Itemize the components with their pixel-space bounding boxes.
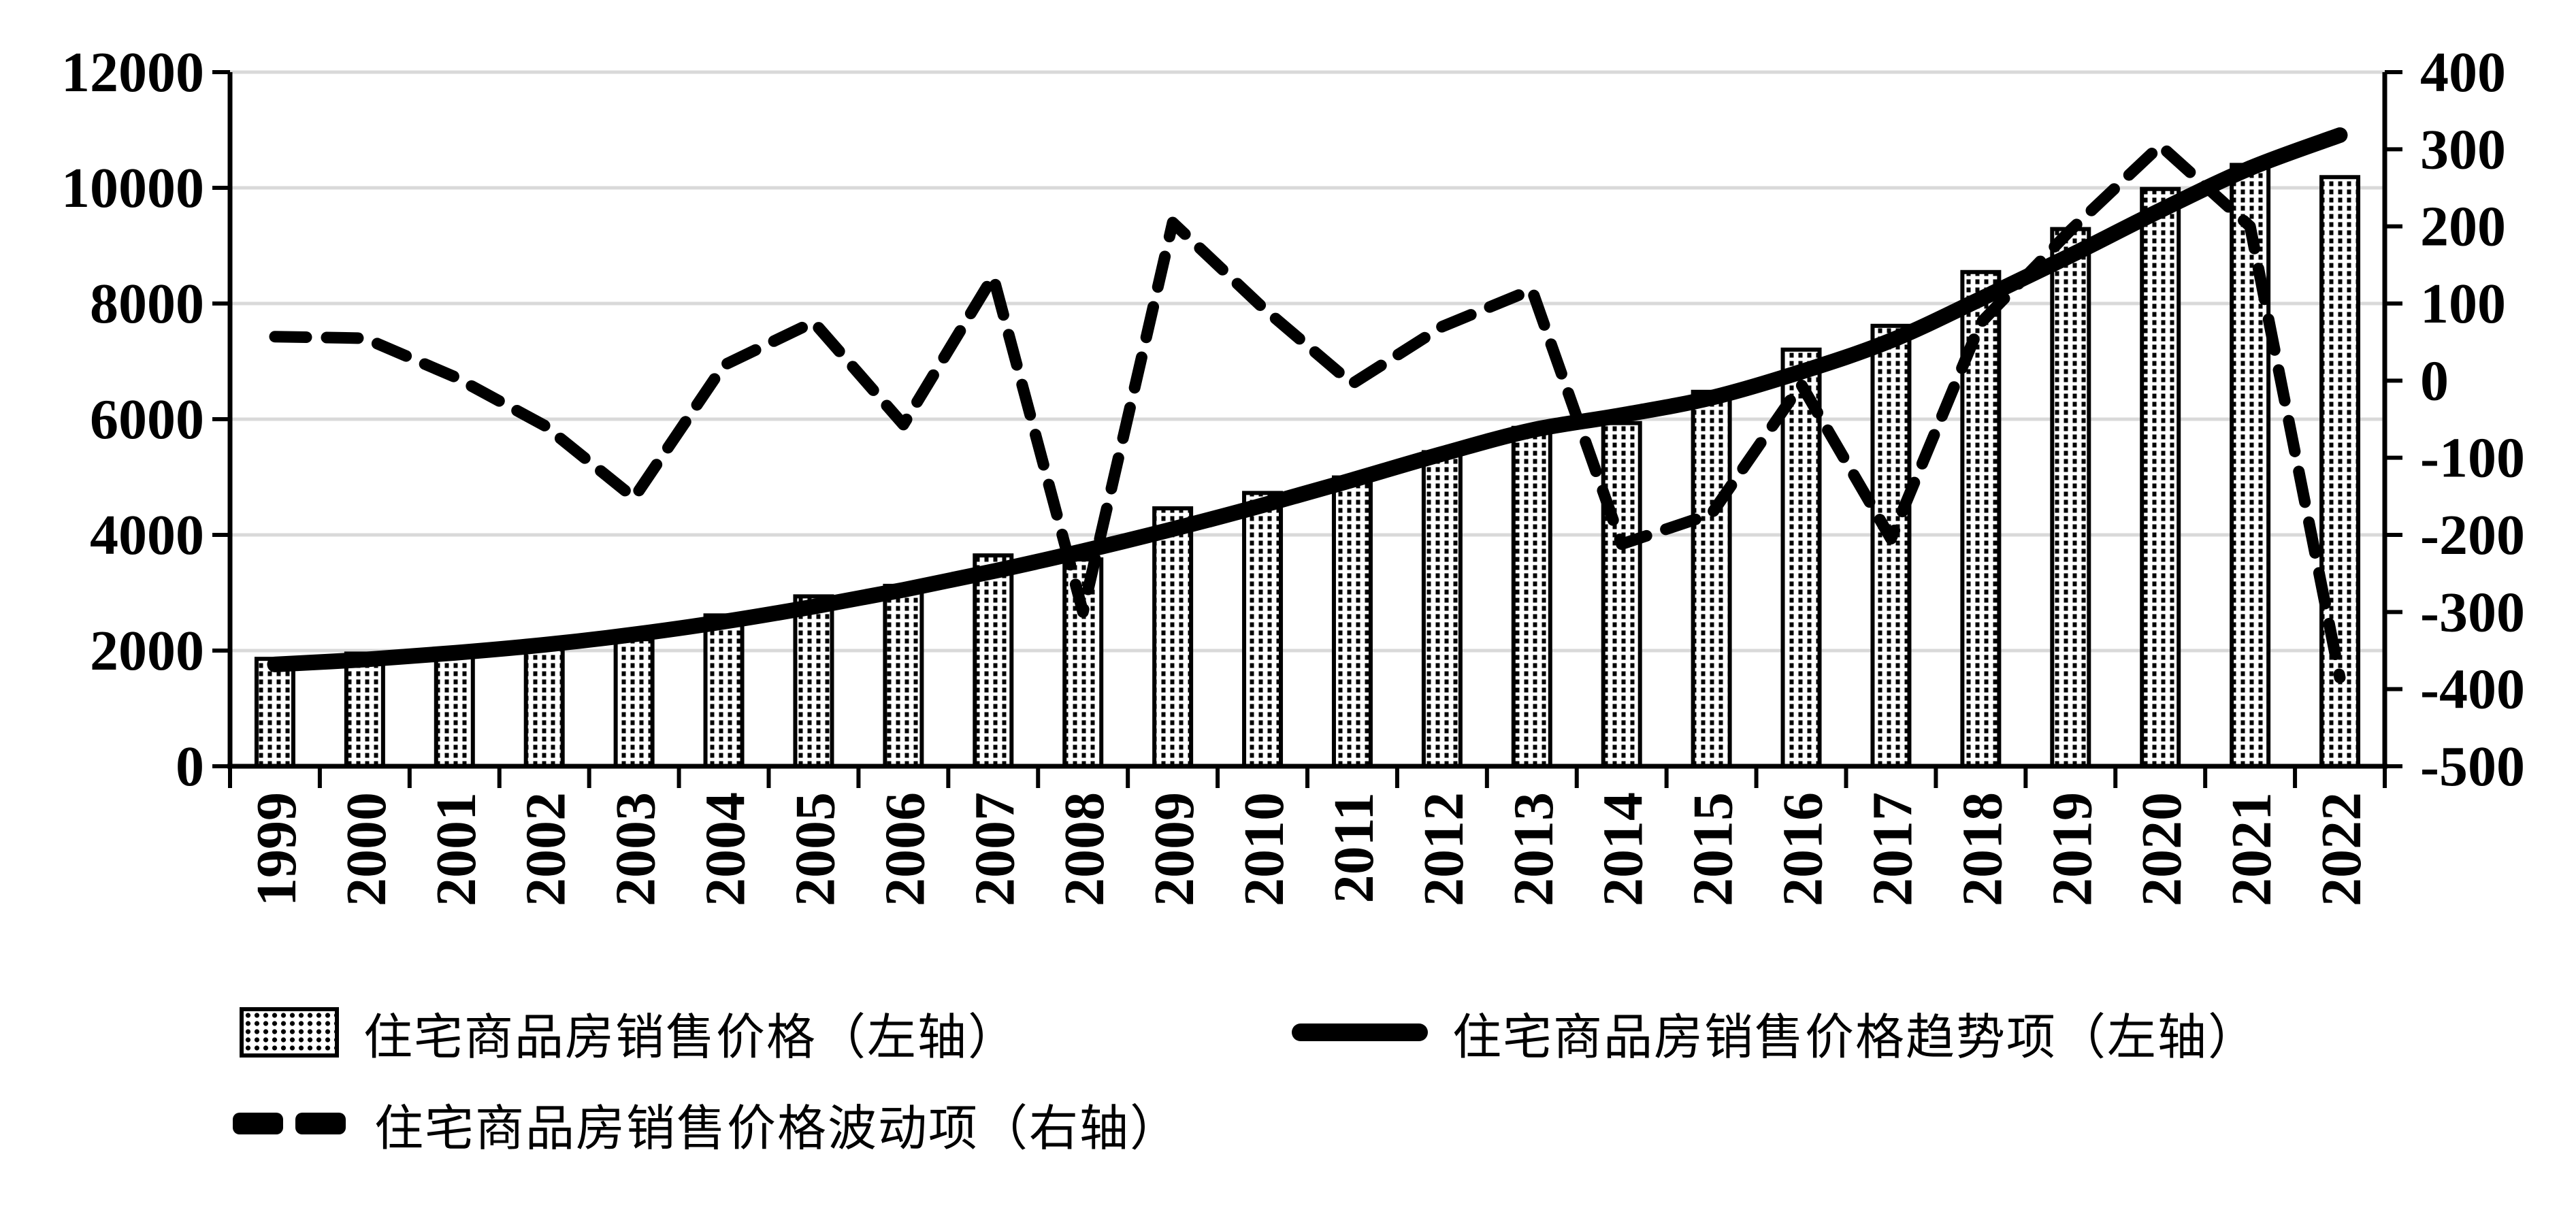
year-label-2019: 2019 xyxy=(2040,792,2104,906)
year-label-2021: 2021 xyxy=(2220,792,2283,906)
year-label-2010: 2010 xyxy=(1233,792,1296,906)
right-axis-labels: -500 -400 -300 -200 -100 0 100 200 300 400 xyxy=(2420,41,2525,798)
bar-2005 xyxy=(793,594,834,768)
bar-2017 xyxy=(1870,323,1912,768)
year-label-2000: 2000 xyxy=(335,792,398,906)
dotted-bar-swatch xyxy=(240,1007,339,1058)
right-axis-tick-label: -200 xyxy=(2420,504,2525,567)
year-label-2001: 2001 xyxy=(425,792,488,906)
legend-label-trend: 住宅商品房销售价格趋势项（左轴） xyxy=(1452,1010,2259,1065)
right-axis-tick-label: -400 xyxy=(2420,658,2525,721)
bar-2004 xyxy=(703,613,745,768)
gridlines xyxy=(230,70,2385,653)
year-label-2022: 2022 xyxy=(2310,792,2373,906)
bar-2014 xyxy=(1601,421,1642,768)
fluctuation-line xyxy=(269,140,2346,684)
dash-segment xyxy=(233,1113,283,1134)
bar-2011 xyxy=(1331,475,1373,768)
left-axis-tick-label: 2000 xyxy=(90,619,204,683)
year-label-2017: 2017 xyxy=(1861,792,1924,906)
bar-2013 xyxy=(1511,425,1552,768)
right-axis-tick-label: -300 xyxy=(2420,580,2525,644)
bar-2021 xyxy=(2230,163,2271,768)
year-label-1999: 1999 xyxy=(245,792,308,906)
year-label-2003: 2003 xyxy=(604,792,668,906)
bar-2006 xyxy=(883,583,924,768)
trend-line xyxy=(267,127,2348,672)
left-axis-tick-label: 8000 xyxy=(90,272,204,335)
solid-line-swatch xyxy=(1292,1023,1428,1041)
bar-2010 xyxy=(1242,491,1284,768)
bar-2002 xyxy=(523,643,565,768)
bar-2009 xyxy=(1152,506,1194,768)
year-label-2016: 2016 xyxy=(1772,792,1835,906)
bar-2019 xyxy=(2050,227,2091,769)
year-label-2012: 2012 xyxy=(1412,792,1476,906)
bar-2003 xyxy=(613,637,655,768)
left-axis-tick-label: 4000 xyxy=(90,504,204,567)
bar-2015 xyxy=(1691,389,1732,768)
bar-2012 xyxy=(1421,450,1463,768)
legend-label-sales-price: 住宅商品房销售价格（左轴） xyxy=(363,1010,1019,1065)
bar-2000 xyxy=(344,651,385,768)
year-label-2013: 2013 xyxy=(1502,792,1565,906)
right-axis-tick-label: 200 xyxy=(2420,195,2506,259)
bar-2022 xyxy=(2319,175,2361,768)
bar-2007 xyxy=(973,553,1014,768)
legend-item-fluctuation: 住宅商品房销售价格波动项（右轴） xyxy=(233,1093,1180,1156)
bars-series xyxy=(254,163,2361,769)
right-axis-tick-label: 0 xyxy=(2420,349,2449,412)
left-axis-labels: 0 2000 4000 6000 8000 10000 12000 xyxy=(61,41,204,798)
year-label-2007: 2007 xyxy=(963,792,1026,906)
year-label-2004: 2004 xyxy=(694,792,757,906)
left-axis-tick-label: 12000 xyxy=(61,41,204,104)
year-label-2018: 2018 xyxy=(1951,792,2014,906)
year-label-2002: 2002 xyxy=(515,792,578,906)
year-label-2009: 2009 xyxy=(1143,792,1206,906)
year-label-2011: 2011 xyxy=(1322,792,1386,903)
bar-1999 xyxy=(254,657,295,769)
legend-item-sales-price: 住宅商品房销售价格（左轴） xyxy=(240,1002,1018,1065)
dash-segment xyxy=(295,1113,346,1134)
bar-2020 xyxy=(2140,186,2181,768)
year-labels: 1999 2000 2001 2002 2003 2004 2005 2006 2007 2008… xyxy=(245,792,2373,906)
bar-2018 xyxy=(1960,269,2002,768)
left-axis-tick-label: 6000 xyxy=(90,388,204,451)
right-axis-tick-label: 100 xyxy=(2420,272,2506,335)
year-label-2014: 2014 xyxy=(1592,792,1655,906)
left-axis-tick-label: 10000 xyxy=(61,157,204,220)
year-label-2006: 2006 xyxy=(873,792,936,906)
bar-2001 xyxy=(434,647,475,768)
legend-item-trend: 住宅商品房销售价格趋势项（左轴） xyxy=(1292,1002,2258,1065)
right-axis-tick-label: 300 xyxy=(2420,118,2506,181)
axes xyxy=(212,70,2402,788)
legend-label-fluctuation: 住宅商品房销售价格波动项（右轴） xyxy=(374,1101,1181,1156)
dashed-line-swatch xyxy=(233,1113,346,1134)
right-axis-tick-label: 400 xyxy=(2420,41,2506,104)
year-label-2020: 2020 xyxy=(2130,792,2194,906)
year-label-2008: 2008 xyxy=(1053,792,1116,906)
right-axis-tick-label: -500 xyxy=(2420,735,2525,798)
right-axis-tick-label: -100 xyxy=(2420,427,2525,490)
year-label-2015: 2015 xyxy=(1682,792,1745,906)
left-axis-tick-label: 0 xyxy=(176,735,204,798)
year-label-2005: 2005 xyxy=(783,792,847,906)
